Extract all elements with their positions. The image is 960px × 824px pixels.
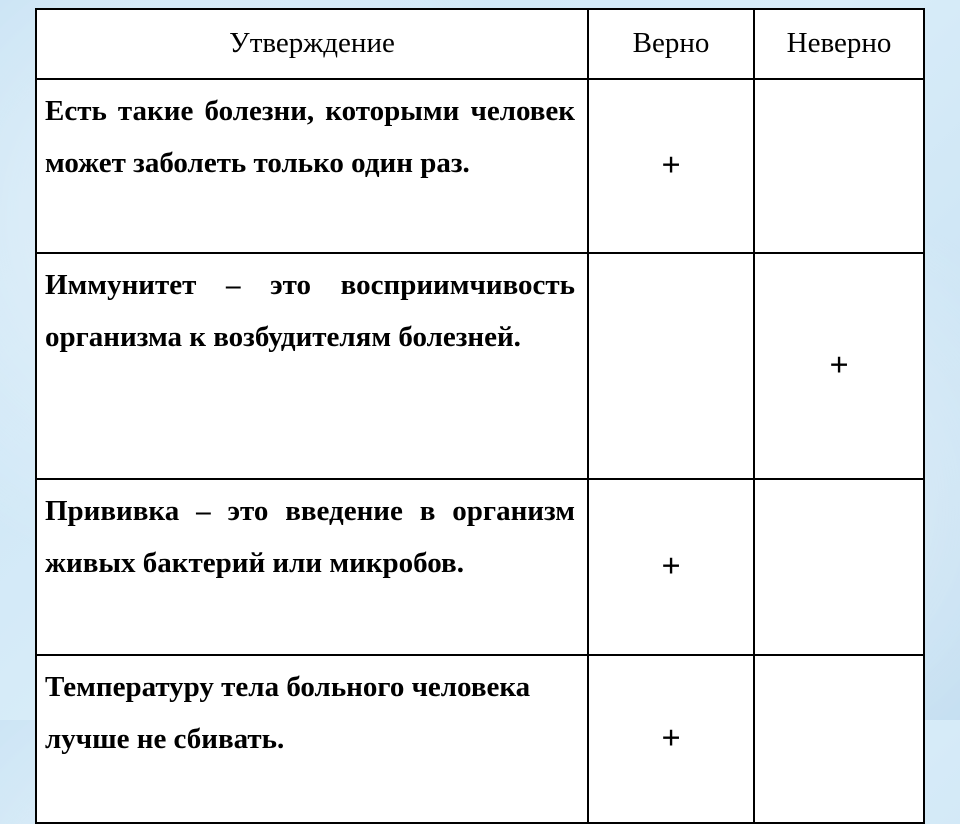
table-row: Есть такие болезни, которыми человек мож… [36,79,924,253]
cell-true: + [588,79,754,253]
cell-statement: Иммунитет – это восприимчивость организм… [36,253,588,479]
cell-statement: Температуру тела больного человека лучше… [36,655,588,823]
col-header-true: Верно [588,9,754,79]
cell-statement: Есть такие болезни, которыми человек мож… [36,79,588,253]
table-row: Прививка – это введение в организм живых… [36,479,924,655]
cell-true: + [588,655,754,823]
truefalse-table: Утверждение Верно Неверно Есть такие бол… [35,8,925,824]
cell-statement: Прививка – это введение в организм живых… [36,479,588,655]
col-header-false: Неверно [754,9,924,79]
cell-true: + [588,479,754,655]
table-header-row: Утверждение Верно Неверно [36,9,924,79]
col-header-statement: Утверждение [36,9,588,79]
cell-false [754,79,924,253]
table-row: Иммунитет – это восприимчивость организм… [36,253,924,479]
table-row: Температуру тела больного человека лучше… [36,655,924,823]
cell-false [754,479,924,655]
table-container: Утверждение Верно Неверно Есть такие бол… [35,8,923,824]
cell-false: + [754,253,924,479]
cell-false [754,655,924,823]
cell-true [588,253,754,479]
